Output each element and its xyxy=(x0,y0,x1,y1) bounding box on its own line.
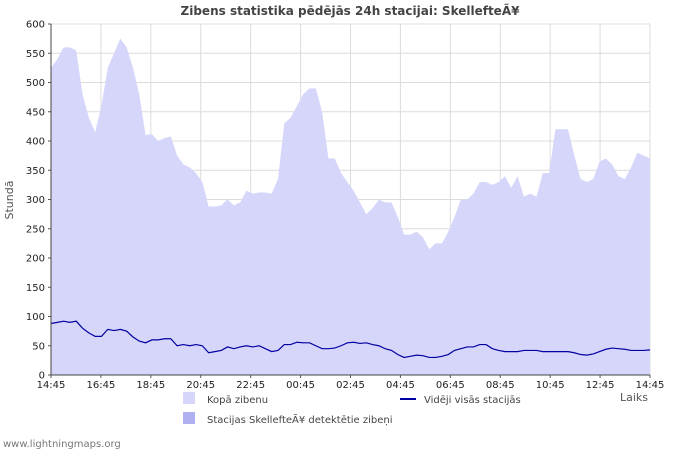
y-tick-label: 450 xyxy=(26,107,45,118)
footer-credit: www.lightningmaps.org xyxy=(3,439,121,450)
y-tick-label: 350 xyxy=(26,166,45,177)
y-tick-label: 150 xyxy=(26,283,45,294)
y-axis-label: Stundā xyxy=(3,181,16,220)
y-tick-label: 250 xyxy=(26,224,45,235)
x-tick-label: 18:45 xyxy=(136,380,165,391)
y-tick-label: 100 xyxy=(26,312,45,323)
x-axis-label: Laiks xyxy=(620,391,648,404)
legend-label-average: Vidēji visās stacijās xyxy=(424,395,521,406)
x-tick-label: 00:45 xyxy=(286,380,315,391)
x-tick-label: 22:45 xyxy=(236,380,265,391)
x-ticks: 14:45 16:45 18:45 20:45 22:45 00:45 02:45 04:45… xyxy=(37,375,665,391)
y-tick-label: 300 xyxy=(26,195,45,206)
x-tick-label: 12:45 xyxy=(586,380,615,391)
plot-area xyxy=(50,38,651,375)
x-tick-label: 06:45 xyxy=(436,380,465,391)
chart-title: Zibens statistika pēdējās 24h stacijai: … xyxy=(181,3,521,18)
y-tick-label: 0 xyxy=(39,371,45,382)
x-tick-label: 08:45 xyxy=(486,380,515,391)
y-tick-label: 500 xyxy=(26,78,45,89)
legend-swatch-station xyxy=(183,412,195,424)
x-tick-label: 14:45 xyxy=(37,380,66,391)
y-ticks: 0 50 100 150 200 250 300 350 400 450 500 550 600 xyxy=(26,20,45,382)
area-series-total xyxy=(51,38,650,375)
line-series-average xyxy=(50,320,651,359)
legend: Kopā zibenu Stacijas SkellefteÃ¥ detektē… xyxy=(183,392,521,426)
legend-label-total: Kopā zibenu xyxy=(207,395,268,406)
legend-label-station: Stacijas SkellefteÃ¥ detektētie zibeņi xyxy=(207,413,393,426)
y-tick-label: 550 xyxy=(26,49,45,60)
x-tick-label: 14:45 xyxy=(636,380,665,391)
legend-swatch-total xyxy=(183,392,195,404)
x-tick-label: 04:45 xyxy=(386,380,415,391)
y-tick-label: 600 xyxy=(26,20,45,31)
x-tick-label: 10:45 xyxy=(536,380,565,391)
x-tick-label: 02:45 xyxy=(336,380,365,391)
y-tick-label: 50 xyxy=(32,341,45,352)
y-tick-label: 200 xyxy=(26,254,45,265)
x-tick-label: 20:45 xyxy=(186,380,215,391)
x-tick-label: 16:45 xyxy=(87,380,116,391)
y-tick-label: 400 xyxy=(26,137,45,148)
